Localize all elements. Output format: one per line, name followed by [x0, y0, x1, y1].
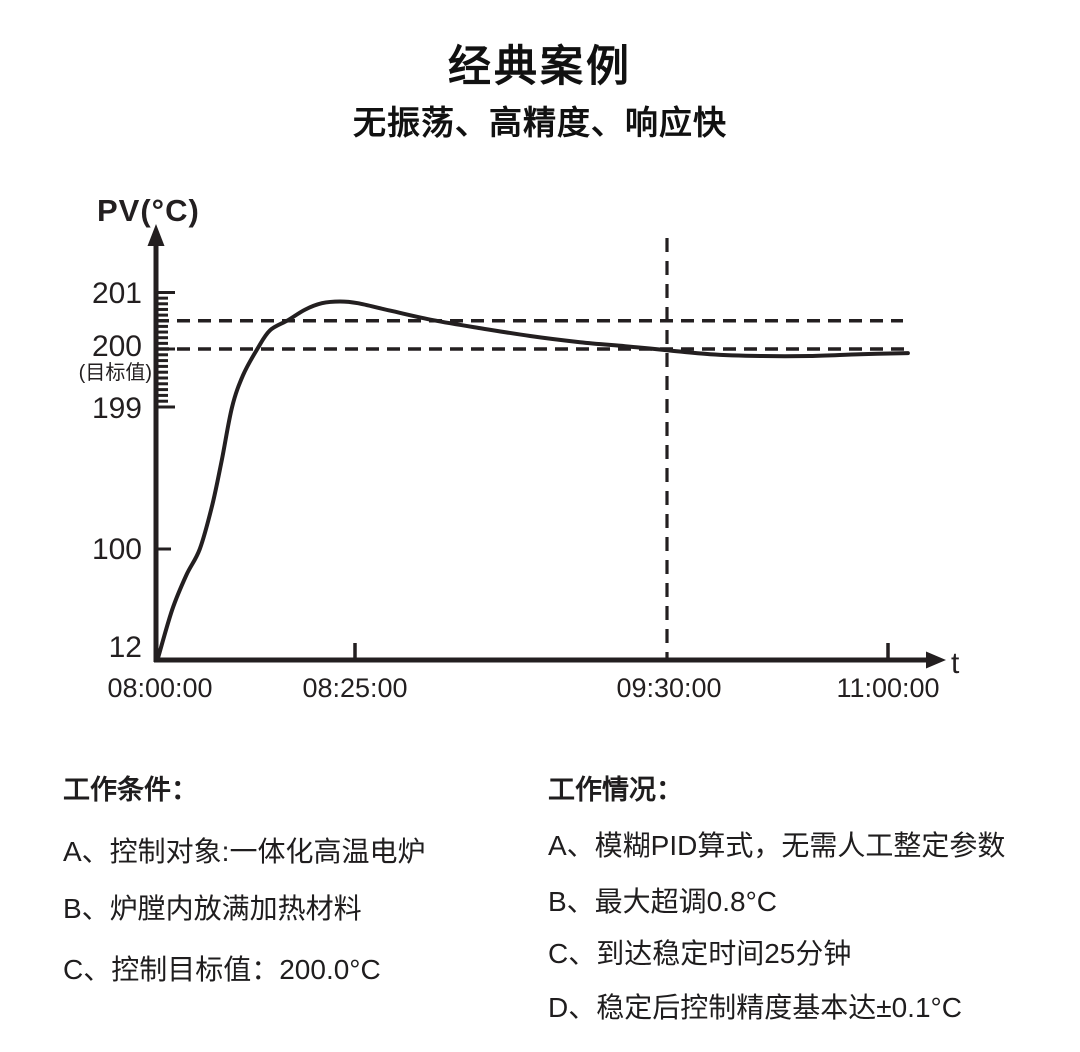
working-conditions-section: 工作条件： A、控制对象:一体化高温电炉 B、炉膛内放满加热材料 C、控制目标值… [63, 768, 563, 1028]
page-title: 经典案例 [448, 43, 632, 91]
working-results-heading: 工作情况： [548, 775, 683, 805]
note-item: B、最大超调0.8°C [548, 886, 778, 917]
x-tick-label: 08:00:00 [107, 673, 212, 703]
x-axis-title: t [951, 647, 960, 680]
y-axis-arrow-icon [147, 224, 165, 246]
y-tick-label: 12 [109, 631, 142, 664]
y-tick-label: 100 [92, 533, 142, 566]
note-item: D、稳定后控制精度基本达±0.1°C [548, 992, 962, 1023]
note-item: A、模糊PID算式，无需人工整定参数 [548, 830, 1006, 861]
working-conditions-heading: 工作条件： [63, 775, 198, 805]
y-tick-sublabel: (目标值) [79, 361, 152, 384]
page-subtitle: 无振荡、高精度、响应快 [353, 104, 727, 141]
y-tick-label: 200 [92, 330, 142, 363]
x-tick-label: 08:25:00 [302, 673, 407, 703]
pv-curve [156, 299, 910, 660]
y-tick-label: 199 [92, 392, 142, 425]
working-results-section: 工作情况： A、模糊PID算式，无需人工整定参数 B、最大超调0.8°C C、到… [548, 768, 1048, 1028]
note-item: A、控制对象:一体化高温电炉 [63, 836, 426, 867]
note-item: B、炉膛内放满加热材料 [63, 893, 362, 924]
x-tick-label: 11:00:00 [836, 673, 939, 703]
note-item: C、到达稳定时间25分钟 [548, 938, 852, 969]
x-axis-arrow-icon [926, 651, 946, 669]
x-tick-label: 09:30:00 [616, 673, 721, 703]
y-tick-label: 201 [92, 277, 142, 310]
temperature-chart: 201 200(目标值) 199 100 12 08:00:00 08:25:00 09:30… [79, 193, 960, 703]
y-axis-title: PV(°C) [97, 193, 200, 228]
note-item: C、控制目标值：200.0°C [63, 954, 381, 985]
